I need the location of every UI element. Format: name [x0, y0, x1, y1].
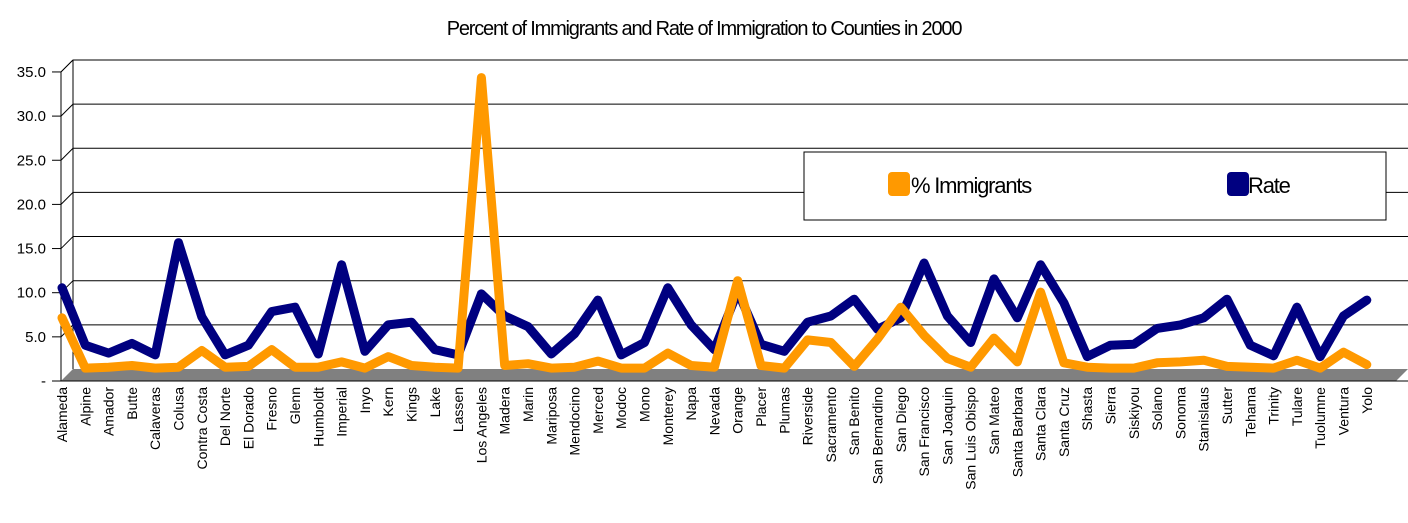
- x-tick-label: San Benito: [846, 387, 862, 456]
- gridline-depth: [60, 147, 74, 161]
- x-tick-label: Nevada: [706, 387, 722, 435]
- x-tick-label: San Bernardino: [870, 387, 886, 485]
- x-tick-label: Glenn: [287, 387, 303, 424]
- y-tick-label: 30.0: [17, 108, 46, 125]
- y-tick-label: 35.0: [17, 64, 46, 81]
- x-tick-label: Contra Costa: [194, 387, 210, 470]
- x-tick-label: Tuolumne: [1312, 387, 1328, 449]
- x-tick-label: Tulare: [1289, 387, 1305, 426]
- legend-swatch: [1227, 172, 1249, 196]
- x-tick-label: Siskiyou: [1126, 387, 1142, 439]
- x-tick-label: Stanislaus: [1196, 387, 1212, 452]
- x-tick-label: Humboldt: [310, 387, 326, 447]
- x-tick-label: Sonoma: [1172, 387, 1188, 439]
- series-line-rate: [57, 238, 1372, 362]
- x-tick-label: Trinity: [1266, 387, 1282, 425]
- legend-swatch: [888, 172, 910, 196]
- floor: [61, 369, 1408, 381]
- x-tick-label: Riverside: [800, 387, 816, 446]
- y-tick-label: 20.0: [17, 196, 46, 213]
- chart-floor: [61, 369, 1408, 381]
- x-tick-label: Mendocino: [567, 387, 583, 456]
- x-tick-label: San Luis Obispo: [963, 387, 979, 490]
- x-tick-label: Lassen: [450, 387, 466, 432]
- x-tick-label: Butte: [124, 387, 140, 420]
- axis-depth: [60, 59, 74, 73]
- x-tick-label: Placer: [753, 387, 769, 427]
- series-lines: [57, 73, 1372, 373]
- y-tick-label: 5.0: [25, 329, 46, 346]
- x-tick-labels: Alameda Alpine Amador Butte Calaveras Colusa C…: [54, 387, 1375, 490]
- x-tick-label: San Joaquin: [939, 387, 955, 465]
- x-tick-label: Napa: [683, 387, 699, 421]
- x-tick-label: Tehama: [1242, 387, 1258, 437]
- chart-title: Percent of Immigrants and Rate of Immigr…: [446, 18, 963, 40]
- x-tick-label: Modoc: [613, 387, 629, 429]
- x-tick-label: Kings: [404, 387, 420, 422]
- x-tick-label: Mono: [637, 387, 653, 422]
- x-tick-label: Sacramento: [823, 387, 839, 463]
- y-tick-label: 15.0: [17, 241, 46, 258]
- x-tick-label: Sierra: [1103, 387, 1119, 425]
- x-tick-label: Imperial: [334, 387, 350, 437]
- x-tick-label: Mariposa: [543, 387, 559, 445]
- x-tick-label: Madera: [497, 387, 513, 435]
- x-tick-label: Monterey: [660, 387, 676, 445]
- x-tick-label: Merced: [590, 387, 606, 434]
- x-tick-label: Inyo: [357, 387, 373, 414]
- x-tick-label: Ventura: [1336, 387, 1352, 435]
- legend-label: % Immigrants: [911, 173, 1032, 198]
- x-tick-label: Santa Cruz: [1056, 387, 1072, 457]
- x-tick-label: Alameda: [54, 387, 70, 442]
- x-tick-label: Solano: [1149, 387, 1165, 431]
- x-tick-label: Sutter: [1219, 387, 1235, 425]
- x-tick-label: Kern: [380, 387, 396, 417]
- gridline-depth: [60, 103, 74, 117]
- x-tick-label: Santa Barbara: [1009, 387, 1025, 477]
- y-tick-label: 25.0: [17, 152, 46, 169]
- x-tick-label: Orange: [730, 387, 746, 434]
- x-tick-label: San Diego: [893, 387, 909, 453]
- x-tick-label: Lake: [427, 387, 443, 418]
- gridline-depth: [60, 192, 74, 205]
- x-tick-label: Marin: [520, 387, 536, 422]
- legend-label: Rate: [1248, 173, 1291, 198]
- x-tick-label: Del Norte: [217, 387, 233, 446]
- gridline-depth: [60, 236, 74, 249]
- x-tick-label: Los Angeles: [473, 387, 489, 463]
- x-tick-label: San Francisco: [916, 387, 932, 477]
- x-tick-label: Calaveras: [147, 387, 163, 450]
- x-tick-label: Plumas: [776, 387, 792, 434]
- y-tick-label: 10.0: [17, 285, 46, 302]
- x-tick-label: Alpine: [77, 387, 93, 426]
- x-tick-label: Yolo: [1359, 387, 1375, 414]
- x-tick-label: Santa Clara: [1033, 387, 1049, 461]
- x-tick-label: Fresno: [264, 387, 280, 431]
- x-tick-label: Amador: [101, 387, 117, 436]
- x-tick-label: El Dorado: [240, 387, 256, 449]
- y-tick-labels: - 5.0 10.0 15.0 20.0 25.0 30.0 35.0: [17, 64, 46, 390]
- y-tick-label: -: [41, 373, 46, 390]
- x-tick-label: Shasta: [1079, 387, 1095, 431]
- x-tick-label: Colusa: [171, 387, 187, 431]
- x-tick-label: San Mateo: [986, 387, 1002, 455]
- legend: % Immigrants Rate: [803, 151, 1387, 221]
